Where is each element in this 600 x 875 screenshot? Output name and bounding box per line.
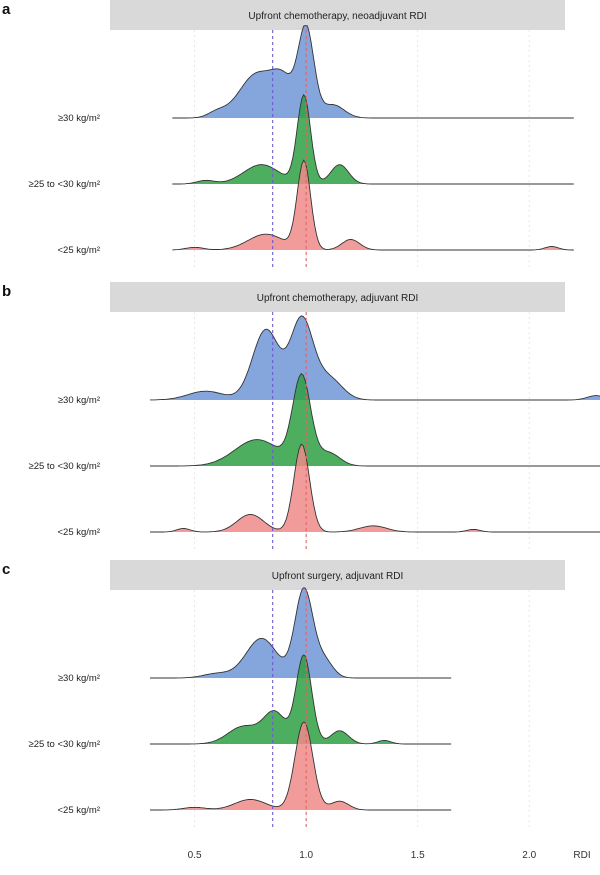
ridge-row-label: <25 kg/m² <box>57 527 100 538</box>
facet-strip <box>110 282 565 312</box>
ridge-row-label: <25 kg/m² <box>57 805 100 816</box>
ridge-area-0 <box>172 25 574 119</box>
ridge-area-1 <box>150 373 600 466</box>
ridge-row-label: ≥30 kg/m² <box>58 113 100 124</box>
ridge-area-0 <box>150 587 452 678</box>
facet-strip <box>110 0 565 30</box>
panel-b: b Upfront chemotherapy, adjuvant RDI ≥30 k… <box>2 282 600 552</box>
ridge-outline-1 <box>150 654 452 745</box>
ridge-area-1 <box>150 655 452 744</box>
ridge-area-2 <box>150 444 600 532</box>
facet-strip <box>110 560 565 590</box>
ridge-outline-2 <box>150 721 452 811</box>
ridge-outline-1 <box>172 93 574 185</box>
ridge-area-2 <box>172 160 574 250</box>
ridge-outline-1 <box>150 373 600 467</box>
ridge-outline-0 <box>172 25 574 119</box>
ridge-outline-0 <box>150 587 452 679</box>
x-axis-title: RDI <box>573 850 590 861</box>
x-tick-label: 0.5 <box>188 850 202 861</box>
ridge-row-label: ≥25 to <30 kg/m² <box>29 461 101 472</box>
x-tick-label: 1.5 <box>411 850 425 861</box>
ridge-row-label: ≥25 to <30 kg/m² <box>29 179 101 190</box>
ridge-outline-2 <box>172 159 574 251</box>
facet-strip-title: Upfront chemotherapy, adjuvant RDI <box>257 293 419 304</box>
panel-c: c Upfront surgery, adjuvant RDI ≥30 kg/m² ≥… <box>2 560 565 830</box>
facet-strip-title: Upfront surgery, adjuvant RDI <box>272 571 404 582</box>
ridge-row-label: ≥25 to <30 kg/m² <box>29 739 101 750</box>
ridge-row-label: ≥30 kg/m² <box>58 673 100 684</box>
panel-letter: b <box>2 283 11 300</box>
x-tick-label: 1.0 <box>299 850 313 861</box>
ridge-row-label: <25 kg/m² <box>57 245 100 256</box>
panel-letter: c <box>2 561 10 578</box>
ridge-row-label: ≥30 kg/m² <box>58 395 100 406</box>
panel-letter: a <box>2 1 11 18</box>
ridge-outline-0 <box>150 315 600 401</box>
ridge-outline-2 <box>150 443 600 533</box>
ridge-area-2 <box>150 722 452 810</box>
ridge-area-0 <box>150 315 600 400</box>
x-tick-label: 2.0 <box>522 850 536 861</box>
panel-a: a Upfront chemotherapy, neoadjuvant RDI ≥3… <box>2 0 574 270</box>
facet-strip-title: Upfront chemotherapy, neoadjuvant RDI <box>248 11 426 22</box>
